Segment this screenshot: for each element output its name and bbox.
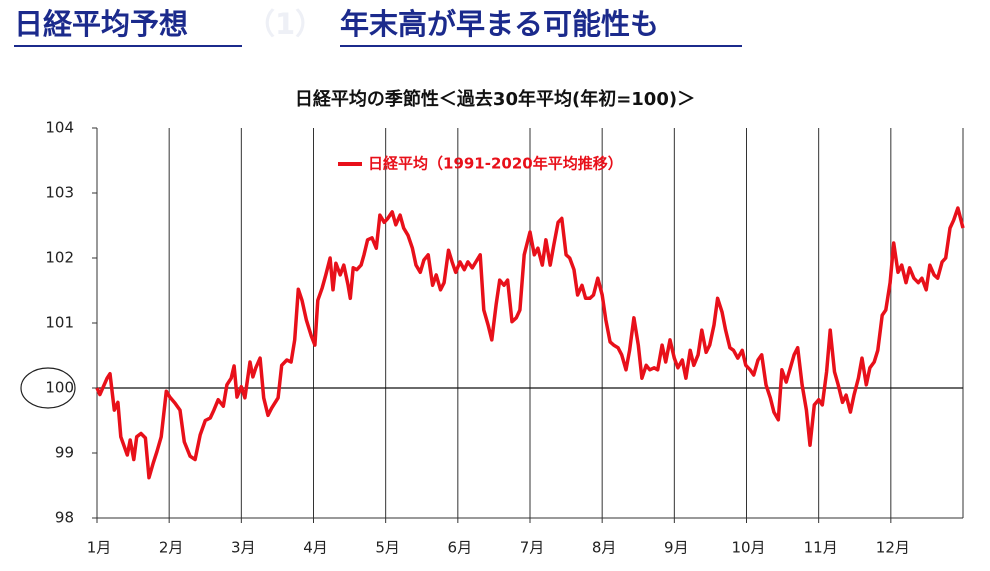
header-number: （1） — [246, 7, 324, 41]
y-tick-label: 104 — [45, 119, 74, 137]
legend-label: 日経平均（1991-2020年平均推移） — [368, 155, 623, 173]
highlight-circle — [20, 367, 76, 409]
x-tick-label: 6月 — [448, 539, 473, 557]
x-tick-label: 4月 — [303, 539, 328, 557]
x-tick-label: 2月 — [159, 539, 184, 557]
x-tick-label: 12月 — [876, 539, 910, 557]
x-tick-label: 8月 — [592, 539, 617, 557]
x-tick-label: 1月 — [87, 539, 112, 557]
x-tick-label: 7月 — [520, 539, 545, 557]
data-line — [95, 206, 965, 480]
y-tick-label: 100 — [45, 379, 74, 397]
y-tick-label: 98 — [55, 509, 74, 527]
y-tick-label: 101 — [45, 314, 74, 332]
y-tick-label: 103 — [45, 184, 74, 202]
x-tick-label: 5月 — [375, 539, 400, 557]
header-title: 日経平均予想 — [14, 7, 188, 41]
y-tick-label: 99 — [55, 444, 74, 462]
x-tick-label: 9月 — [664, 539, 689, 557]
chart-title: 日経平均の季節性＜過去30年平均(年初=100)＞ — [295, 88, 695, 110]
x-tick-label: 10月 — [731, 539, 765, 557]
x-tick-label: 11月 — [804, 539, 838, 557]
header-subtitle: 年末高が早まる可能性も — [340, 7, 659, 41]
x-tick-label: 3月 — [231, 539, 256, 557]
y-tick-label: 102 — [45, 249, 74, 267]
